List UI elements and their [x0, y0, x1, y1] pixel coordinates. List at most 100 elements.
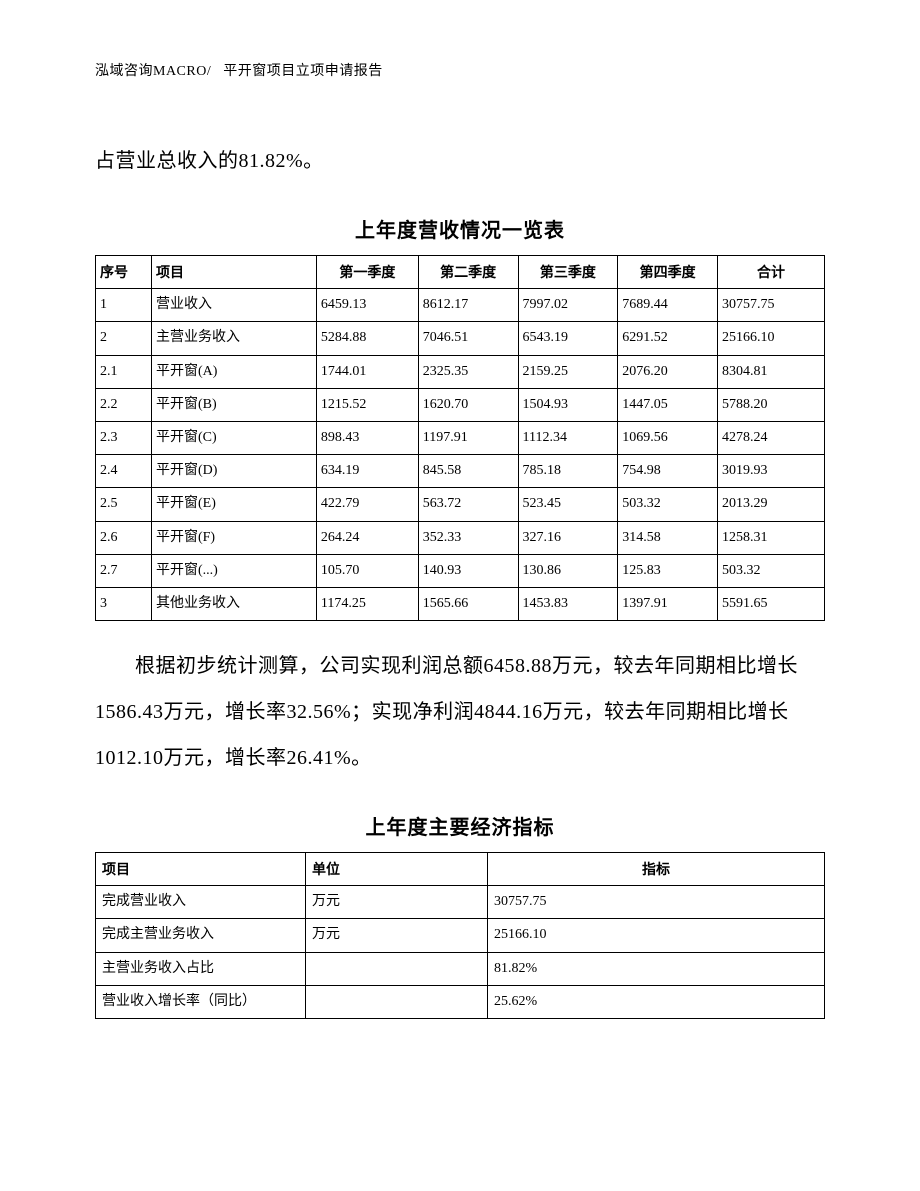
table-cell: 81.82%	[488, 952, 825, 985]
col-item: 项目	[96, 853, 306, 886]
table-cell: 平开窗(E)	[151, 488, 316, 521]
table-cell: 平开窗(...)	[151, 554, 316, 587]
table-cell: 2325.35	[418, 355, 518, 388]
table-cell: 1197.91	[418, 421, 518, 454]
table-cell: 2159.25	[518, 355, 618, 388]
table-cell: 1174.25	[316, 587, 418, 620]
table-cell: 8612.17	[418, 289, 518, 322]
table-cell: 30757.75	[488, 886, 825, 919]
col-q1: 第一季度	[316, 256, 418, 289]
table-cell: 30757.75	[718, 289, 825, 322]
table-row: 完成营业收入万元30757.75	[96, 886, 825, 919]
table-cell: 2076.20	[618, 355, 718, 388]
table-row: 2.5平开窗(E)422.79563.72523.45503.322013.29	[96, 488, 825, 521]
table-cell: 3	[96, 587, 152, 620]
table-row: 2.6平开窗(F)264.24352.33327.16314.581258.31	[96, 521, 825, 554]
table-header-row: 序号 项目 第一季度 第二季度 第三季度 第四季度 合计	[96, 256, 825, 289]
paragraph-1: 占营业总收入的81.82%。	[95, 138, 825, 184]
table-cell: 2	[96, 322, 152, 355]
table-cell: 264.24	[316, 521, 418, 554]
table-cell: 完成主营业务收入	[96, 919, 306, 952]
table-cell: 3019.93	[718, 455, 825, 488]
table-cell: 2.2	[96, 388, 152, 421]
table-cell: 140.93	[418, 554, 518, 587]
col-unit: 单位	[306, 853, 488, 886]
table-cell: 314.58	[618, 521, 718, 554]
table-cell: 平开窗(F)	[151, 521, 316, 554]
col-q2: 第二季度	[418, 256, 518, 289]
indicator-table: 项目 单位 指标 完成营业收入万元30757.75完成主营业务收入万元25166…	[95, 852, 825, 1019]
table-cell: 2.5	[96, 488, 152, 521]
table-cell: 主营业务收入占比	[96, 952, 306, 985]
table-row: 2.7平开窗(...)105.70140.93130.86125.83503.3…	[96, 554, 825, 587]
table-cell: 1215.52	[316, 388, 418, 421]
table-cell: 1	[96, 289, 152, 322]
table-cell: 2013.29	[718, 488, 825, 521]
table-cell: 503.32	[718, 554, 825, 587]
table-cell: 130.86	[518, 554, 618, 587]
table-cell: 1447.05	[618, 388, 718, 421]
table-cell: 523.45	[518, 488, 618, 521]
table-cell: 125.83	[618, 554, 718, 587]
table1-title: 上年度营收情况一览表	[95, 214, 825, 243]
table-cell: 6291.52	[618, 322, 718, 355]
table-row: 2主营业务收入5284.887046.516543.196291.5225166…	[96, 322, 825, 355]
table-cell: 万元	[306, 886, 488, 919]
table-cell: 352.33	[418, 521, 518, 554]
table-cell: 万元	[306, 919, 488, 952]
table-row: 完成主营业务收入万元25166.10	[96, 919, 825, 952]
table-cell: 5284.88	[316, 322, 418, 355]
table-cell: 634.19	[316, 455, 418, 488]
table-row: 1营业收入6459.138612.177997.027689.4430757.7…	[96, 289, 825, 322]
table-cell: 1744.01	[316, 355, 418, 388]
col-q4: 第四季度	[618, 256, 718, 289]
table-cell: 898.43	[316, 421, 418, 454]
table-cell: 25166.10	[488, 919, 825, 952]
table-cell: 503.32	[618, 488, 718, 521]
table-cell: 6459.13	[316, 289, 418, 322]
table-cell: 6543.19	[518, 322, 618, 355]
table-cell: 5788.20	[718, 388, 825, 421]
table-cell: 2.1	[96, 355, 152, 388]
table-cell: 1453.83	[518, 587, 618, 620]
table-cell: 其他业务收入	[151, 587, 316, 620]
table-cell: 4278.24	[718, 421, 825, 454]
page-header: 泓域咨询MACRO/ 平开窗项目立项申请报告	[95, 60, 825, 80]
table-cell: 25166.10	[718, 322, 825, 355]
table-cell: 754.98	[618, 455, 718, 488]
table-cell: 主营业务收入	[151, 322, 316, 355]
paragraph-2: 根据初步统计测算，公司实现利润总额6458.88万元，较去年同期相比增长1586…	[95, 643, 825, 781]
table2-title: 上年度主要经济指标	[95, 811, 825, 840]
table-row: 主营业务收入占比 81.82%	[96, 952, 825, 985]
table-cell: 5591.65	[718, 587, 825, 620]
table-cell: 营业收入	[151, 289, 316, 322]
table-row: 2.4平开窗(D)634.19845.58785.18754.983019.93	[96, 455, 825, 488]
revenue-table: 序号 项目 第一季度 第二季度 第三季度 第四季度 合计 1营业收入6459.1…	[95, 255, 825, 621]
table-cell: 563.72	[418, 488, 518, 521]
table-cell: 1620.70	[418, 388, 518, 421]
header-title: 平开窗项目立项申请报告	[223, 64, 383, 79]
table-cell: 营业收入增长率（同比）	[96, 985, 306, 1018]
table-row: 2.1平开窗(A)1744.012325.352159.252076.20830…	[96, 355, 825, 388]
table-cell: 平开窗(D)	[151, 455, 316, 488]
table-row: 营业收入增长率（同比）25.62%	[96, 985, 825, 1018]
table-cell: 7997.02	[518, 289, 618, 322]
table-cell: 2.6	[96, 521, 152, 554]
col-seq: 序号	[96, 256, 152, 289]
table-cell: 845.58	[418, 455, 518, 488]
col-total: 合计	[718, 256, 825, 289]
table-cell: 422.79	[316, 488, 418, 521]
table-cell: 105.70	[316, 554, 418, 587]
table-cell: 7046.51	[418, 322, 518, 355]
col-q3: 第三季度	[518, 256, 618, 289]
table-cell	[306, 952, 488, 985]
table-header-row: 项目 单位 指标	[96, 853, 825, 886]
table-cell: 2.4	[96, 455, 152, 488]
table-cell: 2.7	[96, 554, 152, 587]
table-cell: 完成营业收入	[96, 886, 306, 919]
table-row: 2.2平开窗(B)1215.521620.701504.931447.05578…	[96, 388, 825, 421]
table-cell: 7689.44	[618, 289, 718, 322]
table-cell: 1069.56	[618, 421, 718, 454]
table-row: 2.3平开窗(C)898.431197.911112.341069.564278…	[96, 421, 825, 454]
table-cell: 8304.81	[718, 355, 825, 388]
